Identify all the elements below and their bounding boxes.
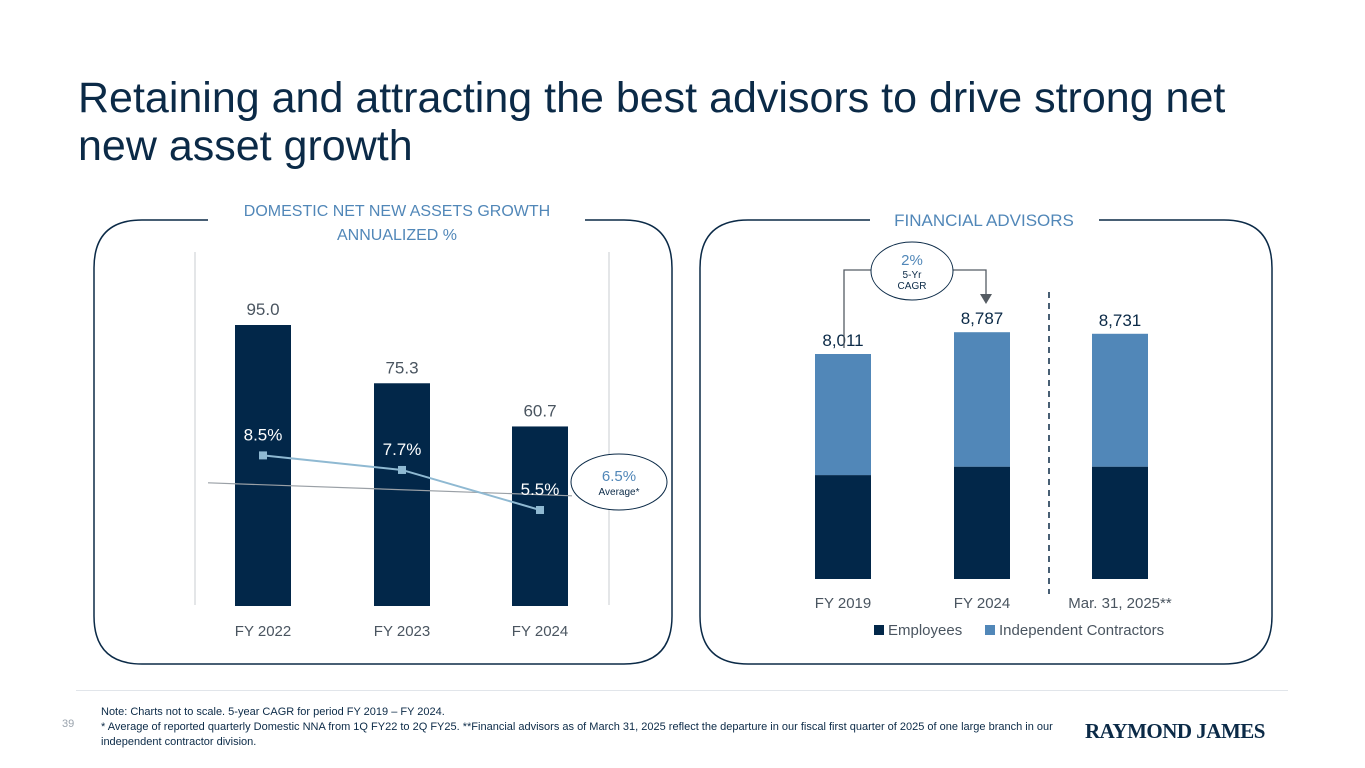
- cagr-label-line2: CAGR: [898, 281, 927, 292]
- cagr-arrowhead: [980, 294, 992, 304]
- right-total-label: 8,011: [822, 331, 863, 350]
- average-caption: Average*: [599, 487, 640, 498]
- contractors-segment: [815, 354, 871, 476]
- right-panel-frame: [699, 219, 1273, 665]
- average-value: 6.5%: [602, 468, 636, 485]
- legend-swatch-employees: [874, 625, 884, 635]
- right-category-label: FY 2024: [954, 595, 1010, 612]
- cagr-label-line1: 5-Yr: [903, 270, 923, 281]
- employees-segment: [815, 475, 871, 579]
- charts-canvas: DOMESTIC NET NEW ASSETS GROWTH ANNUALIZE…: [93, 203, 1273, 665]
- left-category-label: FY 2024: [512, 623, 568, 640]
- page-number: 39: [62, 718, 75, 730]
- left-bar-value-label: 60.7: [523, 401, 556, 420]
- growth-point-label: 7.7%: [383, 440, 422, 459]
- legend-label-employees: Employees: [888, 622, 962, 639]
- footer-divider: [76, 690, 1288, 691]
- employees-segment: [954, 466, 1010, 579]
- footnote-line-2: * Average of reported quarterly Domestic…: [101, 721, 1053, 748]
- left-bar-value-label: 75.3: [385, 358, 418, 377]
- left-category-label: FY 2023: [374, 623, 430, 640]
- left-bar: [235, 325, 291, 606]
- growth-point-label: 8.5%: [244, 425, 283, 444]
- growth-point: [398, 465, 406, 474]
- footnote-line-1: Note: Charts not to scale. 5-year CAGR f…: [101, 706, 445, 718]
- cagr-value: 2%: [901, 252, 923, 269]
- left-bar-value-label: 95.0: [246, 300, 279, 319]
- growth-point-label: 5.5%: [521, 480, 560, 499]
- left-panel-frame: [93, 219, 673, 665]
- page-title: Retaining and attracting the best adviso…: [78, 74, 1226, 170]
- right-chart-title: FINANCIAL ADVISORS: [894, 211, 1074, 230]
- legend-swatch-contractors: [985, 625, 995, 635]
- average-line: [207, 482, 573, 497]
- right-category-label: FY 2019: [815, 595, 871, 612]
- cagr-badge: [870, 241, 954, 301]
- contractors-segment: [954, 332, 1010, 467]
- left-bar: [512, 426, 568, 606]
- right-category-label: Mar. 31, 2025**: [1068, 595, 1172, 612]
- contractors-segment: [1092, 333, 1148, 467]
- right-total-label: 8,787: [961, 309, 1004, 328]
- left-bar: [374, 383, 430, 606]
- employees-segment: [1092, 466, 1148, 579]
- footnotes: Note: Charts not to scale. 5-year CAGR f…: [101, 705, 1061, 750]
- growth-point: [536, 506, 544, 514]
- left-chart-title-line2: ANNUALIZED %: [337, 227, 457, 244]
- right-total-label: 8,731: [1099, 311, 1142, 330]
- left-chart-title-line1: DOMESTIC NET NEW ASSETS GROWTH: [244, 203, 550, 220]
- average-badge: [570, 453, 668, 511]
- raymond-james-logo: RAYMOND JAMES: [1085, 719, 1265, 743]
- growth-point: [259, 451, 267, 460]
- legend-label-contractors: Independent Contractors: [999, 622, 1164, 639]
- left-category-label: FY 2022: [235, 623, 291, 640]
